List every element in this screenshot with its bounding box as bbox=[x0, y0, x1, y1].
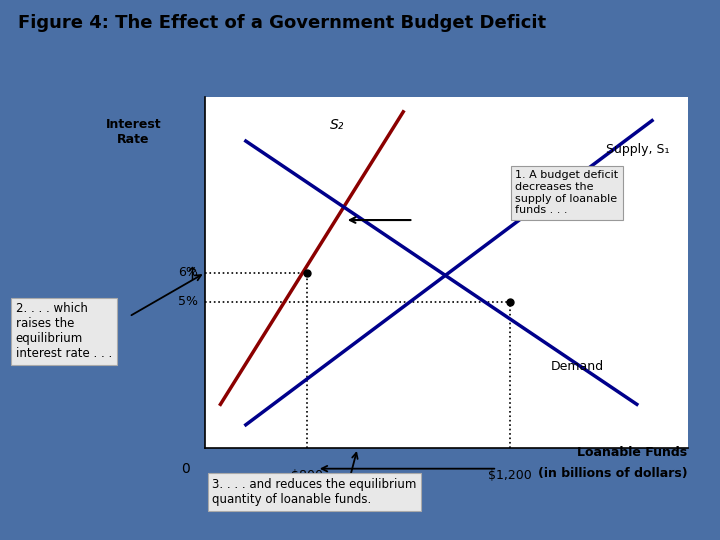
Text: 2. . . . which
raises the
equilibrium
interest rate . . .: 2. . . . which raises the equilibrium in… bbox=[16, 302, 112, 360]
Text: Demand: Demand bbox=[551, 360, 603, 373]
Text: (in billions of dollars): (in billions of dollars) bbox=[538, 467, 688, 480]
Text: 5%: 5% bbox=[178, 295, 198, 308]
Text: S₂: S₂ bbox=[330, 118, 344, 132]
Text: 0: 0 bbox=[181, 462, 190, 476]
Text: Figure 4: The Effect of a Government Budget Deficit: Figure 4: The Effect of a Government Bud… bbox=[18, 14, 546, 31]
Text: $1,200: $1,200 bbox=[488, 469, 532, 482]
Text: 6%: 6% bbox=[178, 266, 198, 279]
Text: Loanable Funds: Loanable Funds bbox=[577, 446, 688, 458]
Text: Interest
Rate: Interest Rate bbox=[105, 118, 161, 146]
Text: $800: $800 bbox=[291, 469, 323, 482]
Text: 3. . . . and reduces the equilibrium
quantity of loanable funds.: 3. . . . and reduces the equilibrium qua… bbox=[212, 478, 417, 506]
Text: 1. A budget deficit
decreases the
supply of loanable
funds . . .: 1. A budget deficit decreases the supply… bbox=[515, 170, 618, 215]
Text: ↑: ↑ bbox=[184, 266, 200, 285]
Text: Supply, S₁: Supply, S₁ bbox=[606, 143, 670, 157]
